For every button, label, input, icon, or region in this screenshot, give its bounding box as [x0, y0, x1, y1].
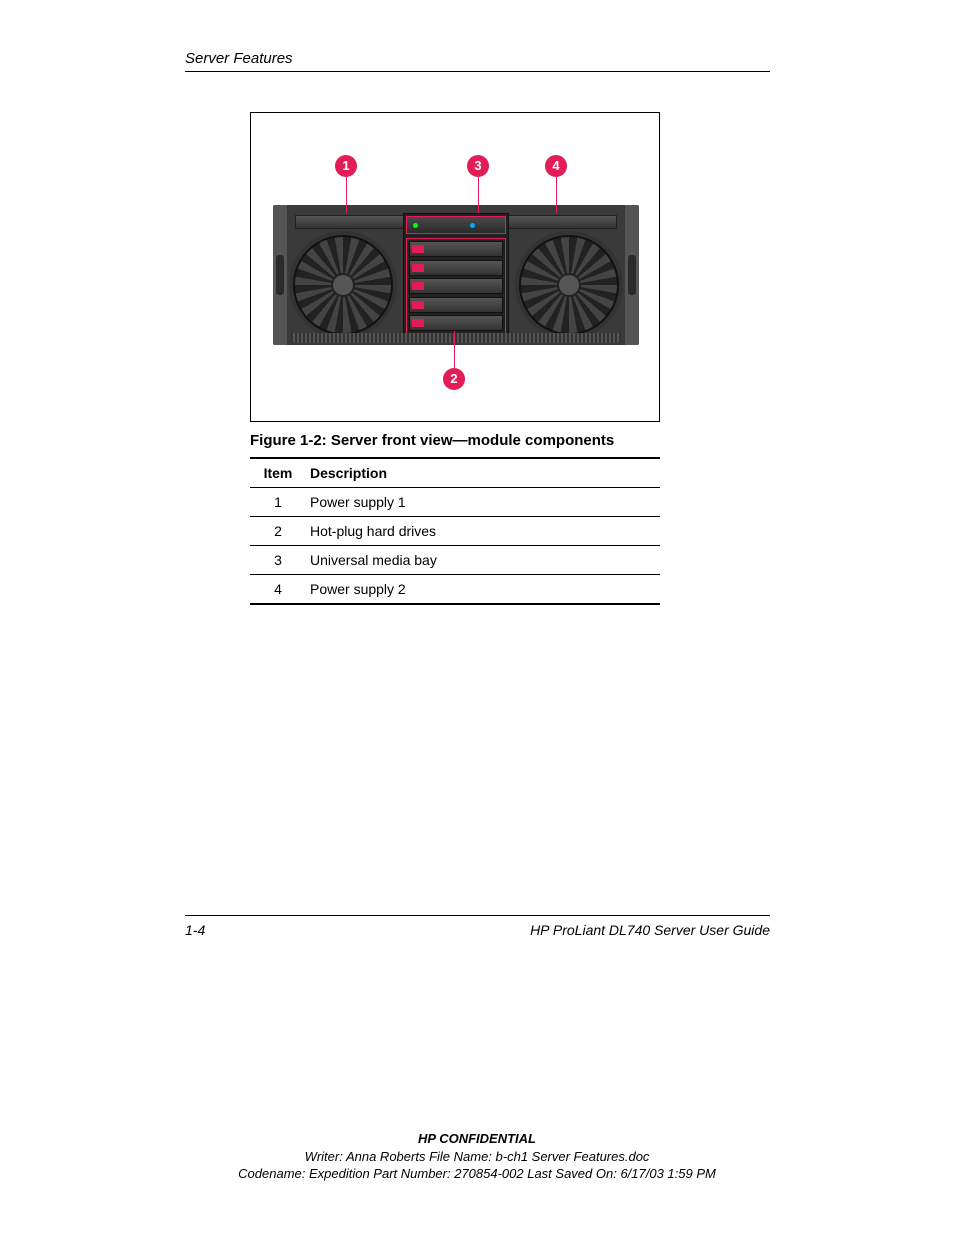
psu-2-slot — [497, 215, 617, 229]
table-row: 3Universal media bay — [250, 546, 660, 575]
callout-leader-2 — [454, 331, 455, 368]
rack-handle-right — [625, 205, 639, 345]
callout-marker-3: 3 — [467, 155, 489, 177]
table-header-item: Item — [250, 458, 306, 488]
front-grille — [291, 333, 621, 343]
cell-item: 4 — [250, 575, 306, 605]
cell-description: Universal media bay — [306, 546, 660, 575]
page-number: 1-4 — [185, 922, 205, 938]
callout-leader-1 — [346, 177, 347, 213]
figure-wrap: 1342 Figure 1-2: Server front view—modul… — [250, 112, 660, 605]
doc-title: HP ProLiant DL740 Server User Guide — [530, 922, 770, 938]
drive-slot — [409, 278, 503, 294]
figure-diagram: 1 3 4 2 — [250, 112, 660, 422]
drive-slot — [409, 297, 503, 313]
confidential-title: HP CONFIDENTIAL — [0, 1130, 954, 1148]
hot-plug-drive-cage — [406, 238, 506, 334]
section-header: Server Features — [185, 50, 770, 72]
drive-slot — [409, 315, 503, 331]
callout-leader-4 — [556, 177, 557, 213]
cell-item: 2 — [250, 517, 306, 546]
table-row: 2Hot-plug hard drives — [250, 517, 660, 546]
callout-marker-4: 4 — [545, 155, 567, 177]
callout-marker-1: 1 — [335, 155, 357, 177]
server-chassis — [273, 205, 639, 345]
page-footer: 1-4 HP ProLiant DL740 Server User Guide — [185, 915, 770, 938]
center-bay — [403, 213, 509, 337]
led-green-icon — [413, 223, 418, 228]
universal-media-bay — [406, 216, 506, 234]
confidential-block: HP CONFIDENTIAL Writer: Anna Roberts Fil… — [0, 1130, 954, 1183]
cell-description: Hot-plug hard drives — [306, 517, 660, 546]
led-blue-icon — [470, 223, 475, 228]
callout-leader-3 — [478, 177, 479, 213]
rack-handle-left — [273, 205, 287, 345]
drive-slot — [409, 260, 503, 276]
confidential-line1: Writer: Anna Roberts File Name: b-ch1 Se… — [0, 1148, 954, 1166]
confidential-line2: Codename: Expedition Part Number: 270854… — [0, 1165, 954, 1183]
cell-item: 1 — [250, 488, 306, 517]
cell-item: 3 — [250, 546, 306, 575]
table-header-description: Description — [306, 458, 660, 488]
cell-description: Power supply 2 — [306, 575, 660, 605]
cell-description: Power supply 1 — [306, 488, 660, 517]
figure-caption: Figure 1-2: Server front view—module com… — [250, 432, 660, 449]
fan-left — [293, 235, 393, 335]
drive-slot — [409, 241, 503, 257]
table-row: 4Power supply 2 — [250, 575, 660, 605]
psu-1-slot — [295, 215, 415, 229]
callout-marker-2: 2 — [443, 368, 465, 390]
table-row: 1Power supply 1 — [250, 488, 660, 517]
components-table: Item Description 1Power supply 12Hot-plu… — [250, 457, 660, 605]
fan-right — [519, 235, 619, 335]
